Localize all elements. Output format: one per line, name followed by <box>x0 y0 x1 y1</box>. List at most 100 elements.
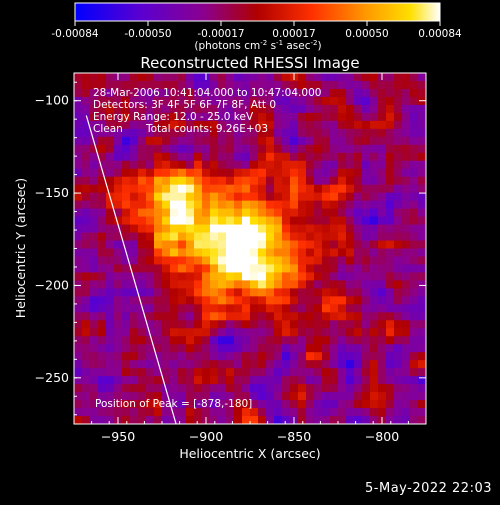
heatmap-cell <box>378 408 387 417</box>
heatmap-cell <box>226 376 235 385</box>
heatmap-cell <box>194 104 203 114</box>
heatmap-cell <box>202 312 211 321</box>
heatmap-cell <box>122 320 131 329</box>
heatmap-cell <box>74 168 83 178</box>
heatmap-cell <box>98 176 107 186</box>
heatmap-cell <box>122 104 131 114</box>
heatmap-cell <box>338 352 347 361</box>
y-axis-label: Heliocentric Y (arcsec) <box>13 178 28 318</box>
colorbar-unit-label: (photons cm-2 s-1 asec-2) <box>194 39 321 52</box>
heatmap-cell <box>218 128 227 138</box>
heatmap-cell <box>90 96 99 106</box>
heatmap-cell <box>258 120 267 130</box>
heatmap-cell <box>266 240 275 249</box>
heatmap-cell <box>106 168 115 178</box>
heatmap-cell <box>346 192 355 202</box>
heatmap-cell <box>338 400 347 409</box>
heatmap-cell <box>186 416 195 424</box>
heatmap-cell <box>250 384 259 393</box>
heatmap-cell <box>154 80 163 90</box>
heatmap-cell <box>370 288 379 297</box>
heatmap-cell <box>282 336 291 345</box>
heatmap-cell <box>306 216 315 226</box>
heatmap-cell <box>314 384 323 393</box>
heatmap-cell <box>186 256 195 265</box>
heatmap-cell <box>250 240 259 249</box>
heatmap-cell <box>394 392 403 401</box>
heatmap-cell <box>178 288 187 297</box>
heatmap-cell <box>282 176 291 186</box>
heatmap-cell <box>306 328 315 337</box>
heatmap-cell <box>370 304 379 313</box>
heatmap-cell <box>74 184 83 194</box>
heatmap-cell <box>146 344 155 353</box>
heatmap-cell <box>130 73 139 82</box>
heatmap-cell <box>218 216 227 226</box>
heatmap-cell <box>194 136 203 146</box>
generation-timestamp: 5-May-2022 22:03 <box>365 481 492 496</box>
heatmap-cell <box>306 120 315 130</box>
heatmap-cell <box>402 368 411 377</box>
heatmap-cell <box>378 328 387 337</box>
heatmap-cell <box>170 176 179 186</box>
heatmap-cell <box>162 400 171 409</box>
heatmap-cell <box>378 192 387 202</box>
heatmap-cell <box>418 320 426 329</box>
heatmap-cell <box>274 88 283 98</box>
heatmap-cell <box>234 400 243 409</box>
heatmap-cell <box>370 216 379 226</box>
heatmap-cell <box>74 280 83 289</box>
heatmap-cell <box>82 216 91 226</box>
heatmap-cell <box>162 256 171 265</box>
heatmap-cell <box>402 208 411 218</box>
heatmap-cell <box>282 328 291 337</box>
heatmap-cell <box>194 128 203 138</box>
heatmap-cell <box>98 352 107 361</box>
heatmap-cell <box>226 368 235 377</box>
heatmap-cell <box>242 400 251 409</box>
heatmap-cell <box>402 136 411 146</box>
heatmap-cell <box>218 96 227 106</box>
heatmap-cell <box>330 144 339 154</box>
heatmap-cell <box>410 176 419 186</box>
heatmap-cell <box>138 160 147 170</box>
heatmap-cell <box>82 360 91 369</box>
heatmap-cell <box>410 312 419 321</box>
heatmap-cell <box>178 392 187 401</box>
heatmap-cell <box>298 304 307 313</box>
heatmap-cell <box>338 384 347 393</box>
heatmap-cell <box>178 320 187 329</box>
heatmap-cell <box>218 112 227 122</box>
heatmap-cell <box>90 256 99 265</box>
heatmap-cell <box>378 200 387 210</box>
heatmap-cell <box>106 320 115 329</box>
heatmap-cell <box>394 208 403 218</box>
heatmap-cell <box>346 368 355 377</box>
heatmap-cell <box>154 280 163 289</box>
heatmap-cell <box>74 288 83 297</box>
heatmap-cell <box>282 73 291 82</box>
heatmap-cell <box>346 360 355 369</box>
heatmap-cell <box>274 168 283 178</box>
heatmap-cell <box>298 376 307 385</box>
heatmap-cell <box>114 136 123 146</box>
heatmap-cell <box>242 208 251 218</box>
heatmap-cell <box>146 416 155 424</box>
heatmap-cell <box>394 400 403 409</box>
heatmap-cell <box>242 352 251 361</box>
heatmap-cell <box>354 240 363 249</box>
heatmap-cell <box>106 384 115 393</box>
heatmap-cell <box>386 320 395 329</box>
heatmap-cell <box>82 368 91 377</box>
heatmap-cell <box>138 328 147 337</box>
heatmap-cell <box>106 344 115 353</box>
heatmap-cell <box>386 184 395 194</box>
heatmap-cell <box>234 376 243 385</box>
heatmap-cell <box>266 368 275 377</box>
heatmap-cell <box>410 248 419 257</box>
heatmap-cell <box>106 368 115 377</box>
heatmap-cell <box>202 344 211 353</box>
heatmap-cell <box>394 344 403 353</box>
heatmap-cell <box>386 80 395 90</box>
heatmap-cell <box>330 344 339 353</box>
